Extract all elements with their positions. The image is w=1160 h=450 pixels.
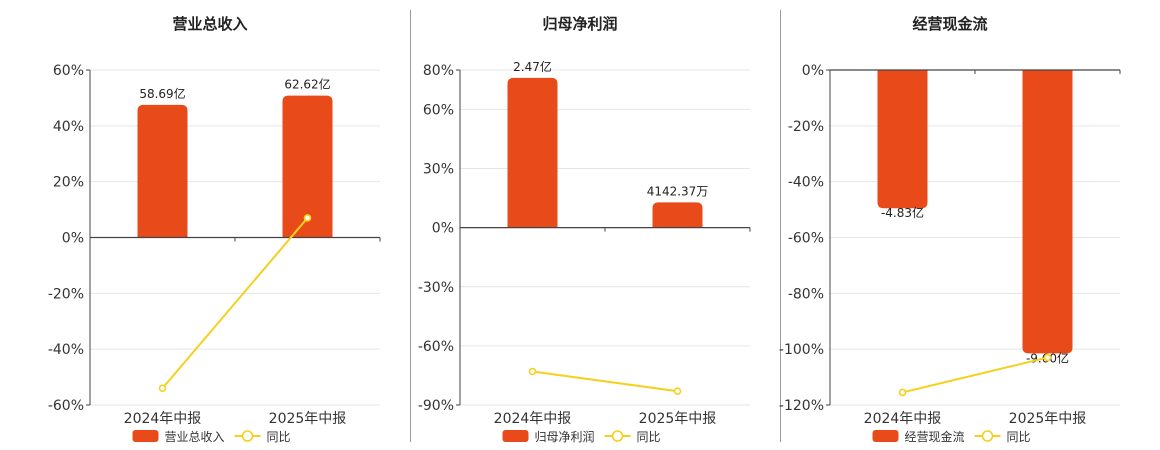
chart-panel-revenue: 营业总收入 -60% -40% -20% 0% 20% 40% 60% 58.69亿 62.62亿…	[25, 0, 395, 450]
y-tick-label: 40%	[53, 119, 84, 135]
yoy-line	[902, 356, 1048, 394]
y-tick-label: -80%	[788, 286, 824, 302]
legend-label-line: 同比	[267, 430, 291, 444]
x-tick-label: 2025年中报	[639, 411, 717, 427]
yoy-point	[673, 387, 682, 396]
bar-data-label: 2.47亿	[513, 59, 552, 74]
y-tick-label: 60%	[423, 102, 454, 118]
x-tick-label: 2024年中报	[494, 411, 572, 427]
legend-label-line: 同比	[637, 430, 661, 444]
bar	[1022, 70, 1073, 354]
legend-label-bar: 经营现金流	[905, 429, 965, 444]
x-tick-label: 2024年中报	[124, 411, 202, 427]
legend-swatch-bar	[502, 430, 529, 442]
bar	[507, 77, 558, 228]
bar	[282, 95, 333, 238]
bar-data-label: -4.83亿	[881, 205, 924, 220]
chart-revenue: 营业总收入 -60% -40% -20% 0% 20% 40% 60% 58.69亿 62.62亿…	[48, 15, 381, 444]
legend-swatch-marker	[611, 430, 624, 442]
y-tick-label: -60%	[48, 398, 84, 414]
y-tick-label: 20%	[53, 175, 84, 191]
yoy-line	[532, 370, 678, 393]
yoy-point	[1043, 353, 1052, 362]
bar	[652, 202, 703, 228]
y-tick-label: -120%	[779, 398, 824, 414]
y-tick-label: 60%	[53, 63, 84, 79]
y-tick-label: -40%	[788, 175, 824, 191]
y-tick-label: -20%	[48, 286, 84, 302]
y-tick-label: -40%	[48, 342, 84, 358]
y-tick-label: 0%	[802, 63, 824, 79]
yoy-point	[303, 214, 312, 222]
legend-label-bar: 营业总收入	[165, 430, 225, 444]
chart-cash-flow: 经营现金流-120%-100%-80%-60%-40%-20%0%-4.83亿-…	[779, 15, 1121, 444]
y-tick-label: -90%	[418, 398, 454, 414]
legend-label-bar: 归母净利润	[535, 430, 595, 444]
x-tick-label: 2025年中报	[269, 411, 347, 427]
panel-divider	[410, 10, 411, 442]
yoy-point	[158, 384, 167, 393]
y-tick-label: 0%	[432, 221, 454, 237]
chart-panel-cash-flow: 经营现金流-120%-100%-80%-60%-40%-20%0%-4.83亿-…	[765, 0, 1135, 450]
bar	[877, 70, 928, 209]
y-tick-label: -60%	[418, 339, 454, 355]
y-tick-label: 80%	[423, 63, 454, 79]
y-tick-label: -100%	[779, 342, 824, 358]
bar-data-label: 62.62亿	[284, 77, 330, 92]
bar-data-label: 4142.37万	[647, 184, 709, 198]
y-tick-label: -30%	[418, 280, 454, 296]
y-tick-label: 30%	[423, 162, 454, 178]
legend-swatch-bar	[872, 430, 899, 442]
yoy-point	[898, 388, 907, 397]
chart-net-profit: 归母净利润 -90% -60% -30% 0% 30% 60% 80% 2.47亿 4142.37…	[418, 15, 751, 444]
legend-swatch-marker	[241, 430, 254, 442]
x-tick-label: 2024年中报	[864, 411, 942, 427]
x-tick-label: 2025年中报	[1009, 411, 1087, 427]
chart-panel-net-profit: 归母净利润 -90% -60% -30% 0% 30% 60% 80% 2.47亿 4142.37…	[395, 0, 765, 450]
legend-label-line: 同比	[1007, 430, 1031, 444]
y-tick-label: 0%	[62, 231, 84, 247]
chart-title: 归母净利润	[542, 15, 617, 33]
chart-title: 营业总收入	[172, 15, 247, 33]
legend-swatch-marker	[981, 430, 994, 442]
bar	[137, 104, 188, 238]
bar-data-label: 58.69亿	[139, 86, 185, 101]
y-tick-label: -20%	[788, 119, 824, 135]
legend-swatch-bar	[132, 430, 159, 442]
yoy-line	[161, 217, 309, 389]
y-tick-label: -60%	[788, 231, 824, 247]
panel-divider	[780, 10, 781, 442]
chart-title: 经营现金流	[912, 15, 987, 33]
yoy-point	[528, 367, 537, 376]
